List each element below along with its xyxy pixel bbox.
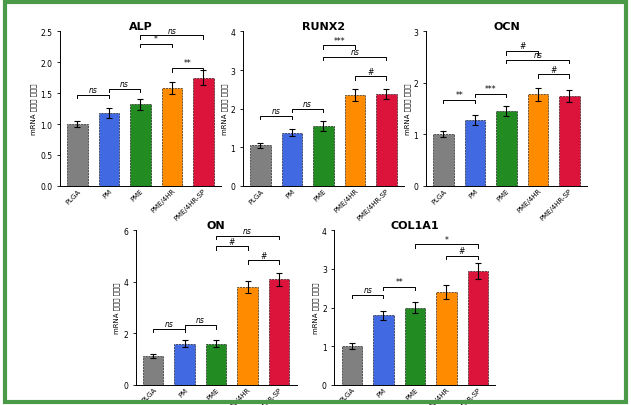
Text: ns: ns bbox=[533, 51, 542, 60]
Bar bbox=[130, 105, 151, 186]
Y-axis label: mRNA 상대적 발현량: mRNA 상대적 발현량 bbox=[221, 84, 228, 135]
Bar bbox=[206, 344, 227, 385]
Bar bbox=[174, 344, 195, 385]
Bar bbox=[376, 95, 396, 186]
Bar bbox=[528, 95, 548, 186]
Text: ns: ns bbox=[165, 319, 174, 328]
Bar bbox=[496, 112, 517, 186]
Text: ns: ns bbox=[121, 80, 129, 89]
Text: #: # bbox=[367, 67, 374, 76]
Text: ns: ns bbox=[350, 48, 359, 57]
Bar bbox=[98, 114, 119, 186]
Bar bbox=[313, 127, 334, 186]
Text: *: * bbox=[444, 235, 448, 244]
Text: ns: ns bbox=[196, 316, 205, 325]
Bar bbox=[404, 308, 425, 385]
Text: ns: ns bbox=[363, 285, 372, 294]
Bar bbox=[342, 346, 362, 385]
Bar bbox=[345, 96, 365, 186]
Y-axis label: mRNA 상대적 발현량: mRNA 상대적 발현량 bbox=[31, 84, 37, 135]
Bar bbox=[433, 135, 454, 186]
Text: #: # bbox=[260, 251, 266, 260]
Bar bbox=[436, 292, 457, 385]
Bar bbox=[237, 287, 258, 385]
Bar bbox=[162, 89, 182, 186]
Text: #: # bbox=[459, 247, 465, 256]
Text: **: ** bbox=[456, 91, 463, 100]
Text: #: # bbox=[550, 66, 557, 75]
Text: #: # bbox=[228, 237, 235, 246]
Text: ns: ns bbox=[304, 100, 312, 109]
Bar bbox=[68, 125, 88, 186]
Bar bbox=[373, 315, 394, 385]
Text: ns: ns bbox=[272, 107, 281, 116]
Title: OCN: OCN bbox=[493, 21, 520, 32]
Y-axis label: mRNA 상대적 발현량: mRNA 상대적 발현량 bbox=[114, 282, 121, 333]
Text: ***: *** bbox=[333, 36, 345, 45]
Title: ALP: ALP bbox=[129, 21, 152, 32]
Y-axis label: mRNA 상대적 발현량: mRNA 상대적 발현량 bbox=[312, 282, 319, 333]
Bar bbox=[143, 356, 163, 385]
Bar bbox=[269, 279, 289, 385]
Text: *: * bbox=[154, 35, 158, 44]
Y-axis label: mRNA 상대적 발현량: mRNA 상대적 발현량 bbox=[404, 84, 411, 135]
Title: COL1A1: COL1A1 bbox=[391, 220, 439, 230]
Bar bbox=[559, 96, 579, 186]
Text: ns: ns bbox=[243, 227, 252, 236]
Text: #: # bbox=[519, 43, 525, 51]
Title: RUNX2: RUNX2 bbox=[302, 21, 345, 32]
Text: **: ** bbox=[184, 59, 191, 68]
Bar bbox=[281, 133, 302, 186]
Text: ***: *** bbox=[485, 85, 497, 94]
Text: **: ** bbox=[395, 277, 403, 286]
Bar bbox=[251, 146, 271, 186]
Text: ns: ns bbox=[167, 27, 176, 36]
Bar bbox=[464, 121, 485, 186]
Title: ON: ON bbox=[207, 220, 225, 230]
Bar bbox=[468, 271, 488, 385]
Bar bbox=[193, 79, 213, 186]
Text: ns: ns bbox=[89, 86, 98, 95]
